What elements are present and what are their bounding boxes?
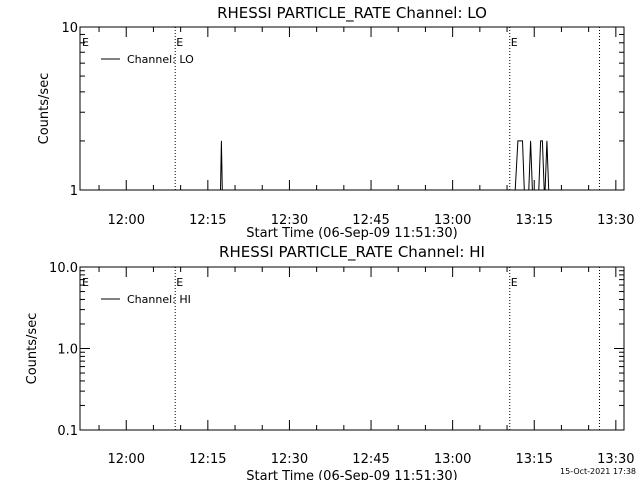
event-marker-label: E [176, 36, 183, 49]
x-tick-label: 13:15 [516, 213, 553, 228]
x-tick-label: 13:15 [516, 452, 553, 467]
x-tick-label: 12:15 [189, 213, 226, 228]
legend-label: Channel: HI [127, 293, 191, 306]
y-tick-label: 10 [61, 21, 78, 36]
footer-timestamp: 15-Oct-2021 17:38 [560, 467, 636, 476]
x-tick-label: 13:00 [434, 452, 471, 467]
y-axis-label: Counts/sec [37, 73, 52, 145]
x-tick-label: 13:30 [597, 213, 634, 228]
x-tick-label: 12:00 [108, 452, 145, 467]
x-tick-label: 12:15 [189, 452, 226, 467]
event-marker-label: E [176, 276, 183, 289]
y-tick-label: 1.0 [57, 343, 78, 358]
x-tick-label: 13:00 [434, 213, 471, 228]
y-axis-label: Counts/sec [25, 313, 40, 385]
x-tick-label: 12:30 [271, 213, 308, 228]
legend-label: Channel: LO [127, 53, 194, 66]
y-tick-label: 10.0 [49, 261, 78, 276]
x-tick-label: 12:45 [352, 213, 389, 228]
x-tick-label: 12:45 [352, 452, 389, 467]
event-marker-label: E [511, 276, 518, 289]
chart-title: RHESSI PARTICLE_RATE Channel: LO [217, 4, 487, 23]
x-axis-label: Start Time (06-Sep-09 11:51:30) [246, 226, 457, 241]
x-tick-label: 13:30 [597, 452, 634, 467]
x-tick-label: 12:30 [271, 452, 308, 467]
plot-frame [79, 266, 625, 431]
event-marker-label: E [511, 36, 518, 49]
y-tick-label: 0.1 [57, 424, 78, 439]
plot-frame [79, 26, 625, 191]
x-axis-label: Start Time (06-Sep-09 11:51:30) [246, 469, 457, 480]
series-line [514, 140, 550, 191]
boundary-marker-label: E [82, 276, 89, 289]
chart-title: RHESSI PARTICLE_RATE Channel: HI [219, 243, 485, 262]
boundary-marker-label: E [82, 36, 89, 49]
x-tick-label: 12:00 [108, 213, 145, 228]
y-tick-label: 1 [70, 184, 78, 199]
series-line [220, 140, 223, 191]
